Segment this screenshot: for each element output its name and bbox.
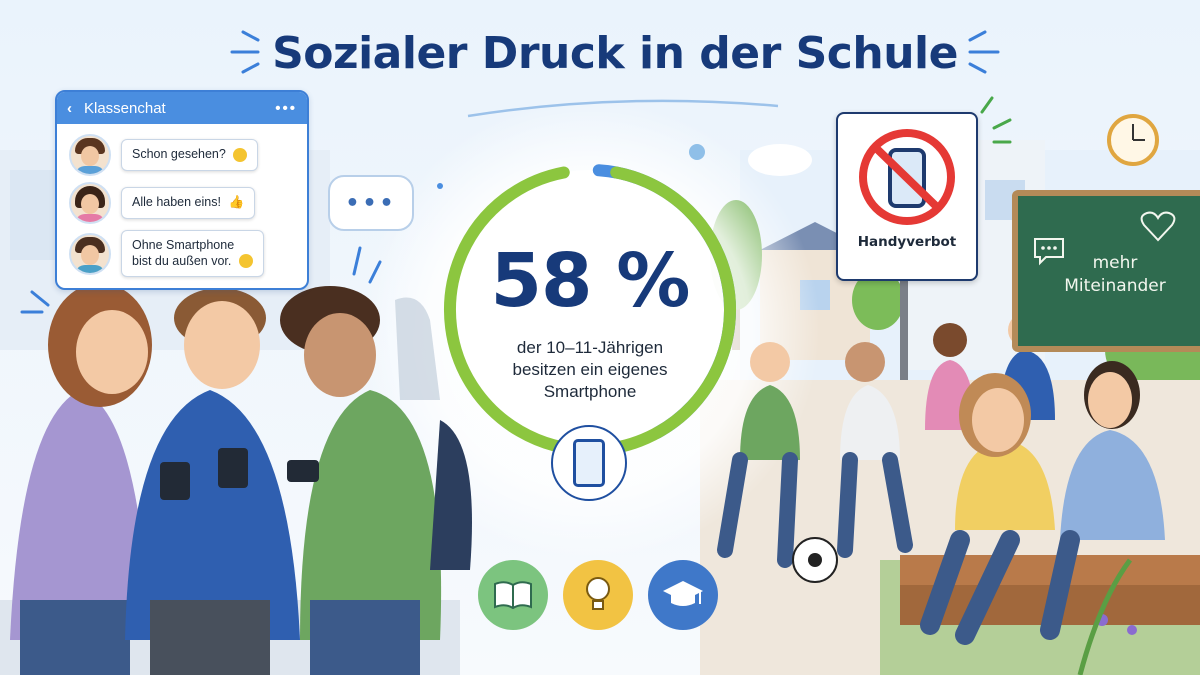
page-title: Sozialer Druck in der Schule xyxy=(272,28,958,79)
message-bubble: Schon gesehen? xyxy=(121,139,259,171)
sign-label: Handyverbot xyxy=(857,234,957,250)
sparkle-lines-right xyxy=(968,30,1000,74)
back-chevron-icon[interactable]: ‹ xyxy=(67,99,72,117)
smartphone-icon xyxy=(551,425,627,501)
laughing-emoji-icon xyxy=(233,147,248,162)
chat-message: Alle haben eins! 👍 xyxy=(69,182,256,224)
crossed-phone-icon xyxy=(859,129,955,225)
chalkboard xyxy=(1012,190,1200,352)
more-options-icon[interactable]: ••• xyxy=(275,99,297,117)
message-text-line: Ohne Smartphone xyxy=(132,238,235,252)
avatar xyxy=(69,134,111,176)
thumbs-up-emoji-icon: 👍 xyxy=(228,195,245,210)
chat-header: ‹ Klassenchat ••• xyxy=(57,92,307,124)
message-text-line: bist du außen vor. xyxy=(132,253,232,268)
stat-caption-line: besitzen ein eigenes xyxy=(512,359,668,379)
message-text: Schon gesehen? xyxy=(132,147,226,162)
student-boy-blue-hoodie xyxy=(125,288,300,675)
phone-ban-sign: Handyverbot xyxy=(836,112,978,281)
message-bubble: Ohne Smartphone bist du außen vor. xyxy=(121,230,264,278)
chat-message: Ohne Smartphone bist du außen vor. xyxy=(69,230,264,278)
students-playing-football xyxy=(717,342,913,583)
message-bubble: Alle haben eins! 👍 xyxy=(121,187,256,219)
stat-caption-line: der 10–11-Jährigen xyxy=(516,338,664,357)
sparkle-lines-left xyxy=(230,30,260,74)
chalkboard-text: mehr Miteinander xyxy=(1035,252,1195,298)
avatar xyxy=(69,232,111,275)
stat-value: 58 % xyxy=(490,238,691,324)
book-icon xyxy=(478,560,548,630)
speech-bubble-icon xyxy=(1034,238,1064,266)
class-chat-window: ‹ Klassenchat ••• Schon gesehen? Alle ha… xyxy=(55,90,309,290)
chalkboard-line: Miteinander xyxy=(1064,275,1166,296)
typing-indicator-icon: ••• xyxy=(328,175,414,231)
chat-title: Klassenchat xyxy=(84,99,166,117)
chat-message: Schon gesehen? xyxy=(69,134,259,176)
sad-emoji-icon xyxy=(238,254,253,269)
avatar xyxy=(69,182,111,224)
student-boy-green-hoodie xyxy=(280,286,472,675)
stat-caption-line: Smartphone xyxy=(543,381,637,401)
students-sitting-on-bench xyxy=(920,361,1165,645)
stat-caption: der 10–11-Jährigen besitzen ein eigenes … xyxy=(440,337,740,402)
lightbulb-icon xyxy=(563,560,633,630)
smartphone-in-hand xyxy=(160,462,190,500)
graduation-cap-icon xyxy=(648,560,718,630)
heart-icon xyxy=(1140,211,1176,242)
student-girl-purple-hoodie xyxy=(10,283,152,675)
message-text: Alle haben eins! xyxy=(132,195,221,210)
chalkboard-line: mehr xyxy=(1092,253,1138,273)
